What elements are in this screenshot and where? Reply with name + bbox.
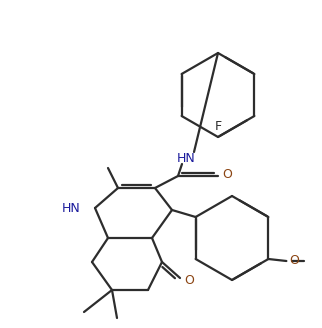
Text: HN: HN xyxy=(177,152,195,165)
Text: O: O xyxy=(289,255,299,268)
Text: HN: HN xyxy=(62,201,81,215)
Text: F: F xyxy=(214,119,222,133)
Text: O: O xyxy=(222,169,232,181)
Text: O: O xyxy=(184,274,194,286)
